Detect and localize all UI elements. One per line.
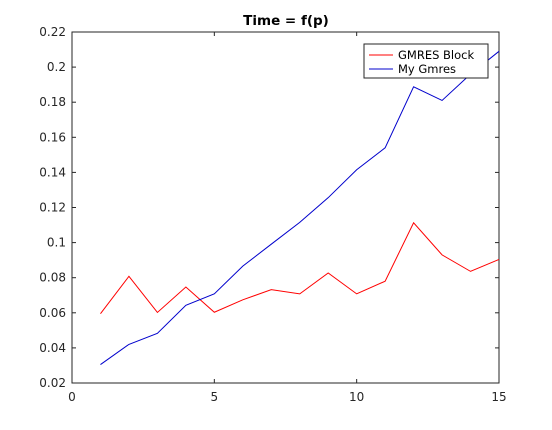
y-tick-label: 0.02 bbox=[39, 376, 66, 390]
y-tick-label: 0.06 bbox=[39, 306, 66, 320]
y-tick-label: 0.12 bbox=[39, 201, 66, 215]
y-tick-label: 0.16 bbox=[39, 130, 66, 144]
y-tick-label: 0.08 bbox=[39, 271, 66, 285]
chart-title: Time = f(p) bbox=[243, 13, 329, 29]
x-tick-label: 10 bbox=[349, 390, 364, 404]
legend-label: GMRES Block bbox=[398, 48, 474, 62]
x-tick-label: 5 bbox=[211, 390, 219, 404]
series-line-gmres-block bbox=[100, 221, 500, 314]
y-axis: 0.02 0.04 0.06 0.08 0.1 0.12 0.14 0.16 0.18 0.2 0.… bbox=[39, 25, 499, 390]
y-tick-label: 0.04 bbox=[39, 341, 66, 355]
y-tick-label: 0.18 bbox=[39, 95, 66, 109]
x-tick-label: 15 bbox=[491, 390, 506, 404]
y-tick-label: 0.22 bbox=[39, 25, 66, 39]
y-tick-label: 0.2 bbox=[47, 60, 66, 74]
y-tick-label: 0.1 bbox=[47, 236, 66, 250]
plot-area bbox=[71, 31, 500, 384]
x-axis: 0 5 10 15 bbox=[68, 32, 507, 404]
series-line-my-gmres bbox=[100, 50, 500, 365]
y-tick-label: 0.14 bbox=[39, 165, 66, 179]
legend-label: My Gmres bbox=[398, 62, 456, 76]
legend-box bbox=[363, 43, 489, 79]
series-lines bbox=[100, 50, 500, 365]
x-tick-label: 0 bbox=[68, 390, 76, 404]
